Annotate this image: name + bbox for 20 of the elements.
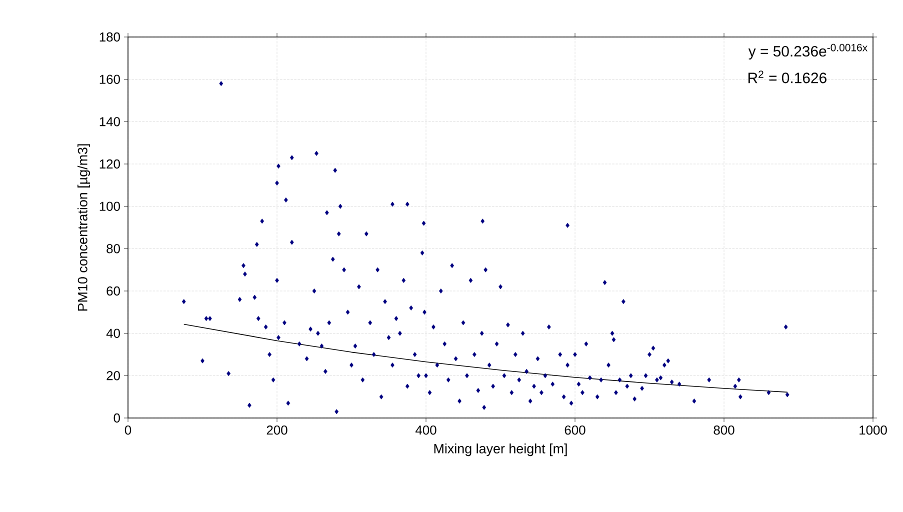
y-tick-label: 80 [106,244,120,254]
y-tick-label: 60 [106,286,120,296]
y-tick-label: 160 [100,74,120,84]
x-tick-label: 400 [415,426,436,435]
y-tick-label: 20 [106,371,120,380]
x-tick-label: 600 [564,426,586,435]
x-tick-label: 800 [714,426,734,435]
y-tick-label: 180 [100,32,120,42]
y-tick-label: 120 [100,159,120,169]
y-tick-label: 100 [100,202,120,211]
y-tick-label: 40 [106,328,120,338]
y-tick-label: 0 [114,413,120,423]
y-axis-title: PM10 concentration [µg/m3] [77,144,90,311]
y-tick-label: 140 [100,117,120,126]
annotation: R$^{2}$ = 0.1626 [748,70,826,84]
x-axis-title: Mixing layer height [m] [434,444,567,456]
x-tick-label: 200 [266,426,288,435]
x-tick-label: 0 [124,426,132,435]
annotation: y = 50.236e$^{-0.0016x}$ [748,44,868,60]
x-tick-label: 1000 [860,426,887,435]
